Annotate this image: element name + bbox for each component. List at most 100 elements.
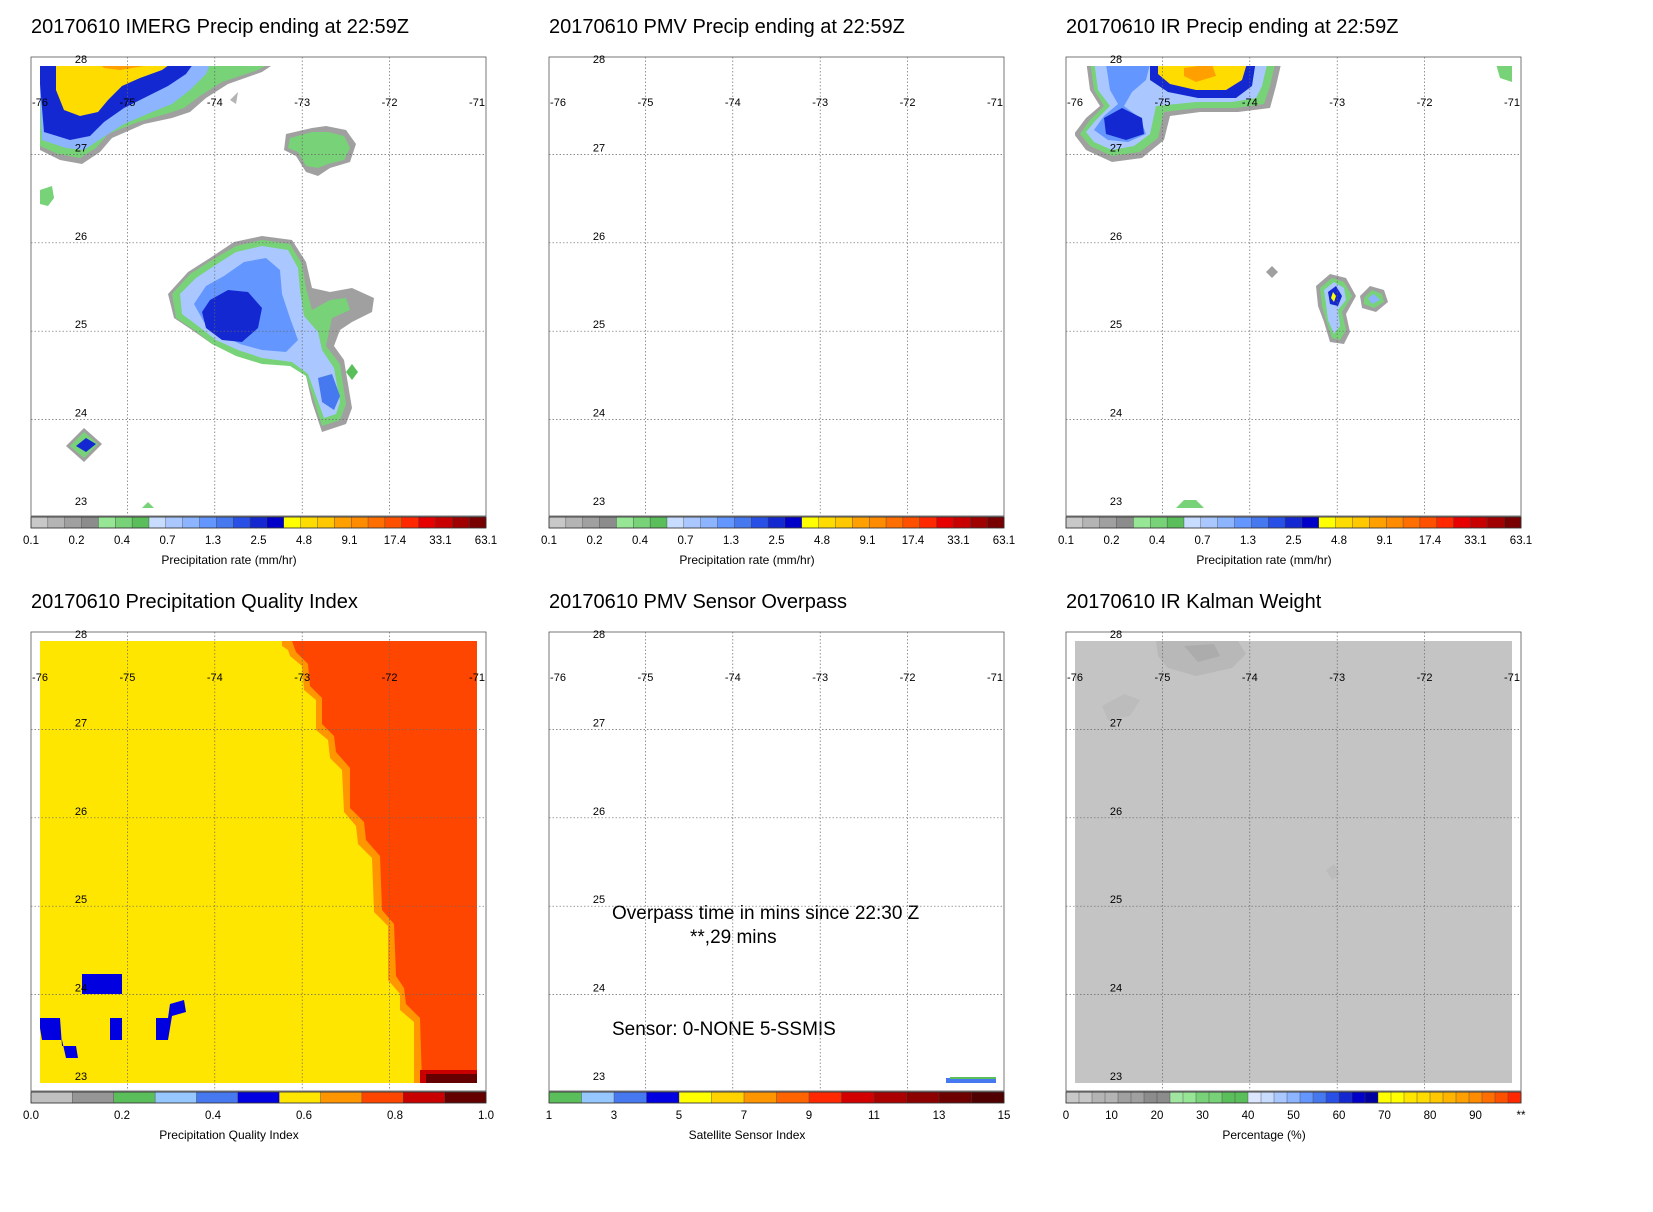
imerg-speck-south	[142, 502, 154, 508]
imerg-colorbar-label: Precipitation rate (mm/hr)	[161, 553, 296, 567]
imerg-colorbar-cell	[98, 516, 116, 529]
overpass-x-tick: -71	[987, 672, 1003, 684]
ir-x-tick: -71	[1504, 97, 1520, 109]
pmv-colorbar-cell	[599, 516, 617, 529]
kalman-colorbar-tick: 10	[1105, 1110, 1118, 1122]
overpass-colorbar-tick: 9	[806, 1110, 812, 1122]
pmv-y-tick: 27	[593, 142, 605, 154]
pmv-colorbar-cell	[717, 516, 735, 529]
overpass-colorbar-tick: 7	[741, 1110, 747, 1122]
pmv-x-tick: -76	[550, 97, 566, 109]
pqi-x-tick: -71	[469, 672, 485, 684]
imerg-colorbar-tick: 9.1	[342, 535, 358, 547]
pmv-colorbar-cell	[734, 516, 752, 529]
ir-colorbar-cell	[1133, 516, 1151, 529]
kalman-colorbar-tick: 90	[1469, 1110, 1482, 1122]
pmv-colorbar-cell	[936, 516, 954, 529]
imerg-speck-east	[346, 364, 358, 380]
pmv-colorbar-tick: 0.4	[632, 535, 649, 547]
pqi-y-tick: 23	[75, 1071, 87, 1083]
kalman-colorbar-cell	[1312, 1091, 1327, 1104]
imerg-colorbar-cell	[350, 516, 369, 529]
pmv-colorbar-cell	[616, 516, 634, 529]
pqi-colorbar-tick: 1.0	[478, 1110, 494, 1122]
ir-colorbar-cell	[1150, 516, 1168, 529]
imerg-colorbar-cell	[216, 516, 234, 529]
kalman-colorbar-tick: 40	[1242, 1110, 1255, 1122]
imerg-colorbar-frame	[30, 516, 487, 529]
overpass-note-line1: Overpass time in mins since 22:30 Z	[612, 903, 920, 924]
ir-colorbar-cell	[1487, 516, 1505, 529]
kalman-colorbar-tick: 60	[1333, 1110, 1346, 1122]
overpass-y-tick: 24	[593, 983, 605, 995]
pmv-colorbar-cell	[818, 516, 836, 529]
imerg-colorbar-cell	[165, 516, 184, 529]
pmv-colorbar-tick: 1.3	[723, 535, 739, 547]
imerg-y-tick: 28	[75, 54, 87, 66]
pqi-colorbar-cell	[154, 1091, 197, 1104]
ir-colorbar-tick: 9.1	[1377, 535, 1393, 547]
kalman-colorbar-label: Percentage (%)	[1222, 1128, 1305, 1142]
kalman-colorbar-cell	[1507, 1091, 1522, 1104]
overpass-colorbar-cell	[548, 1091, 582, 1104]
ir-colorbar-tick: 63.1	[1510, 535, 1532, 547]
kalman-colorbar-cell	[1351, 1091, 1366, 1104]
ir-colorbar-cell	[1116, 516, 1134, 529]
kalman-colorbar-cell	[1104, 1091, 1119, 1104]
pqi-colorbar-cell	[237, 1091, 280, 1104]
imerg-colorbar-tick: 17.4	[384, 535, 407, 547]
pqi-axes: -76 -75 -74 -73 -72 -71 28 27 26 25 24 23 0.0 0.2 0.4 0…	[23, 629, 494, 1142]
pmv-colorbar-cell	[565, 516, 584, 529]
overpass-colorbar-tick: 15	[998, 1110, 1011, 1122]
pmv-colorbar-cell	[683, 516, 702, 529]
pmv-y-tick: 26	[593, 231, 605, 243]
kalman-colorbar-cell	[1260, 1091, 1275, 1104]
kalman-colorbar-tick: 50	[1287, 1110, 1300, 1122]
imerg-colorbar-cell	[468, 516, 487, 529]
ir-x-tick: -76	[1067, 97, 1083, 109]
ir-colorbar-tick: 33.1	[1464, 535, 1486, 547]
ir-colorbar-tick: 0.1	[1058, 535, 1074, 547]
overpass-swath	[946, 1078, 996, 1083]
kalman-colorbar-tick: 30	[1196, 1110, 1209, 1122]
pmv-y-tick: 24	[593, 408, 605, 420]
imerg-colorbar-tick: 1.3	[205, 535, 221, 547]
kalman-colorbar-cell	[1494, 1091, 1509, 1104]
kalman-shade-2	[1184, 644, 1220, 662]
overpass-colorbar-tick: 3	[611, 1110, 617, 1122]
ir-colorbar-tick: 17.4	[1419, 535, 1442, 547]
overpass-colorbar-cell	[873, 1091, 907, 1104]
ir-colorbar-cell	[1385, 516, 1404, 529]
ir-x-tick: -72	[1417, 97, 1433, 109]
overpass-colorbar-tick: 13	[933, 1110, 946, 1122]
pmv-colorbar-tick: 63.1	[993, 535, 1015, 547]
pmv-colorbar-label: Precipitation rate (mm/hr)	[679, 553, 814, 567]
ir-colorbar-cell	[1183, 516, 1202, 529]
imerg-y-tick: 23	[75, 496, 87, 508]
imerg-colorbar-cell	[266, 516, 285, 529]
imerg-panel-title: 20170610 IMERG Precip ending at 22:59Z	[31, 16, 410, 38]
ir-storm-nw-darkblue	[1104, 108, 1144, 140]
ir-y-tick: 27	[1110, 142, 1122, 154]
ir-speck-south	[1176, 500, 1204, 508]
overpass-x-tick: -73	[812, 672, 828, 684]
overpass-colorbar-cell	[906, 1091, 940, 1104]
kalman-colorbar-cell	[1364, 1091, 1379, 1104]
imerg-colorbar-cell	[418, 516, 436, 529]
ir-colorbar-cell	[1065, 516, 1084, 529]
ir-colorbar-tick: 0.2	[1104, 535, 1120, 547]
pmv-y-tick: 25	[593, 319, 605, 331]
imerg-x-tick: -73	[294, 97, 310, 109]
overpass-colorbar-tick: 5	[676, 1110, 682, 1122]
overpass-sensor-line: Sensor: 0-NONE 5-SSMIS	[612, 1019, 836, 1040]
kalman-colorbar-cell	[1299, 1091, 1314, 1104]
pmv-colorbar-tick: 0.1	[541, 535, 557, 547]
ir-colorbar-tick: 4.8	[1331, 535, 1347, 547]
imerg-blob-sw-blue	[76, 438, 96, 452]
pmv-y-tick: 28	[593, 54, 605, 66]
overpass-colorbar-label: Satellite Sensor Index	[689, 1128, 806, 1142]
pqi-blue-patch-4	[156, 1000, 186, 1040]
pqi-x-tick: -75	[119, 672, 135, 684]
overpass-note-line2: **,29 mins	[690, 927, 777, 948]
overpass-colorbar-cell	[581, 1091, 615, 1104]
